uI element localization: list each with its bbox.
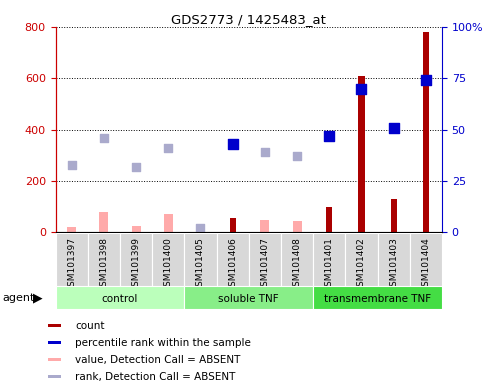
Bar xyxy=(99,212,108,232)
Text: GSM101404: GSM101404 xyxy=(421,237,430,292)
Point xyxy=(164,145,172,151)
Text: GSM101407: GSM101407 xyxy=(260,237,270,292)
Bar xyxy=(120,233,152,286)
Text: GSM101401: GSM101401 xyxy=(325,237,334,292)
Bar xyxy=(313,233,345,286)
Text: rank, Detection Call = ABSENT: rank, Detection Call = ABSENT xyxy=(75,372,236,382)
Text: GSM101408: GSM101408 xyxy=(293,237,301,292)
Text: count: count xyxy=(75,321,105,331)
Text: percentile rank within the sample: percentile rank within the sample xyxy=(75,338,251,348)
Text: GSM101403: GSM101403 xyxy=(389,237,398,292)
Bar xyxy=(260,220,270,232)
Bar xyxy=(48,341,61,344)
Bar xyxy=(410,233,442,286)
Bar xyxy=(56,233,88,286)
Bar xyxy=(358,76,365,232)
Bar xyxy=(313,286,442,309)
Text: agent: agent xyxy=(2,293,35,303)
Point xyxy=(100,135,108,141)
Bar xyxy=(67,227,76,232)
Point xyxy=(357,85,365,91)
Point xyxy=(229,141,237,147)
Text: GSM101402: GSM101402 xyxy=(357,237,366,292)
Point xyxy=(197,225,204,231)
Text: soluble TNF: soluble TNF xyxy=(218,294,279,304)
Text: GSM101398: GSM101398 xyxy=(99,237,108,292)
Point xyxy=(261,149,269,155)
Bar xyxy=(131,226,141,232)
Bar xyxy=(216,233,249,286)
Point xyxy=(68,161,75,167)
Bar xyxy=(48,375,61,379)
Point xyxy=(390,124,398,131)
Text: transmembrane TNF: transmembrane TNF xyxy=(324,294,431,304)
Bar xyxy=(326,207,332,232)
Text: value, Detection Call = ABSENT: value, Detection Call = ABSENT xyxy=(75,355,241,365)
Bar xyxy=(391,199,397,232)
Bar xyxy=(249,233,281,286)
Bar xyxy=(164,214,173,232)
Bar xyxy=(48,358,61,361)
Bar xyxy=(48,324,61,327)
Point xyxy=(132,164,140,170)
Text: ▶: ▶ xyxy=(33,291,43,304)
Bar xyxy=(281,233,313,286)
Text: GSM101406: GSM101406 xyxy=(228,237,237,292)
Bar xyxy=(229,218,236,232)
Point xyxy=(326,133,333,139)
Text: GSM101397: GSM101397 xyxy=(67,237,76,292)
Point xyxy=(422,77,430,83)
Text: GSM101405: GSM101405 xyxy=(196,237,205,292)
Point xyxy=(293,153,301,159)
Bar xyxy=(152,233,185,286)
Bar xyxy=(378,233,410,286)
Bar xyxy=(345,233,378,286)
Title: GDS2773 / 1425483_at: GDS2773 / 1425483_at xyxy=(171,13,326,26)
Bar xyxy=(196,228,205,232)
Bar xyxy=(56,286,185,309)
Bar xyxy=(88,233,120,286)
Bar xyxy=(293,221,301,232)
Bar xyxy=(185,233,216,286)
Bar xyxy=(423,32,429,232)
Text: control: control xyxy=(102,294,138,304)
Text: GSM101399: GSM101399 xyxy=(131,237,141,292)
Text: GSM101400: GSM101400 xyxy=(164,237,173,292)
Bar xyxy=(185,286,313,309)
